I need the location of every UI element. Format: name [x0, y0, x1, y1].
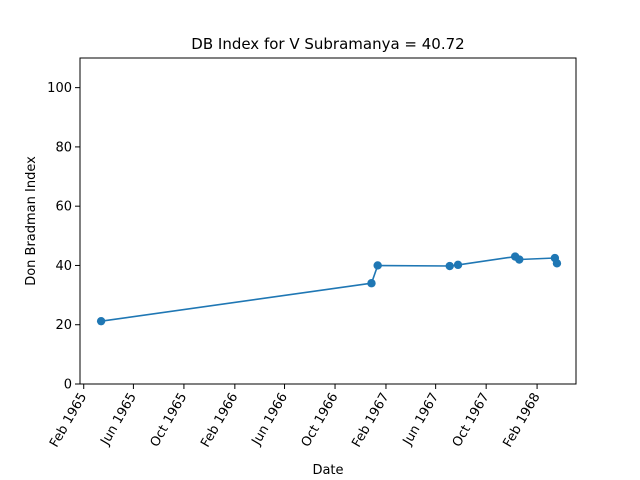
plot-frame	[79, 57, 577, 385]
y-tick-label: 80	[55, 140, 72, 155]
x-tick-label: Feb 1965	[47, 391, 90, 451]
data-point	[445, 261, 454, 271]
y-tick-label: 100	[47, 81, 72, 96]
chart-title: DB Index for V Subramanya = 40.72	[191, 35, 464, 53]
data-point	[515, 255, 524, 264]
x-tick-label: Oct 1967	[450, 391, 493, 450]
y-tick-label: 40	[55, 259, 72, 274]
data-point	[552, 259, 562, 268]
y-tick-label: 60	[55, 200, 72, 215]
y-axis-title: Don Bradman Index	[24, 156, 39, 286]
x-axis-title: Date	[312, 463, 343, 478]
x-tick-label: Oct 1965	[148, 391, 191, 450]
x-tick-label: Oct 1966	[299, 391, 342, 450]
y-tick-label: 20	[55, 318, 72, 333]
x-tick-label: Jun 1967	[400, 391, 442, 449]
data-point	[373, 261, 382, 270]
series-layer	[96, 252, 562, 326]
x-tick-label: Feb 1968	[500, 391, 543, 451]
plot-area	[80, 58, 576, 384]
data-point	[367, 279, 376, 288]
x-tick-label: Jun 1966	[249, 391, 291, 449]
data-point	[453, 260, 463, 270]
y-tick-label: 0	[64, 378, 72, 393]
x-tick-label: Feb 1967	[349, 391, 392, 451]
x-tick-label: Jun 1965	[98, 391, 140, 449]
x-tick-label: Feb 1966	[198, 391, 241, 451]
data-point	[96, 316, 106, 326]
